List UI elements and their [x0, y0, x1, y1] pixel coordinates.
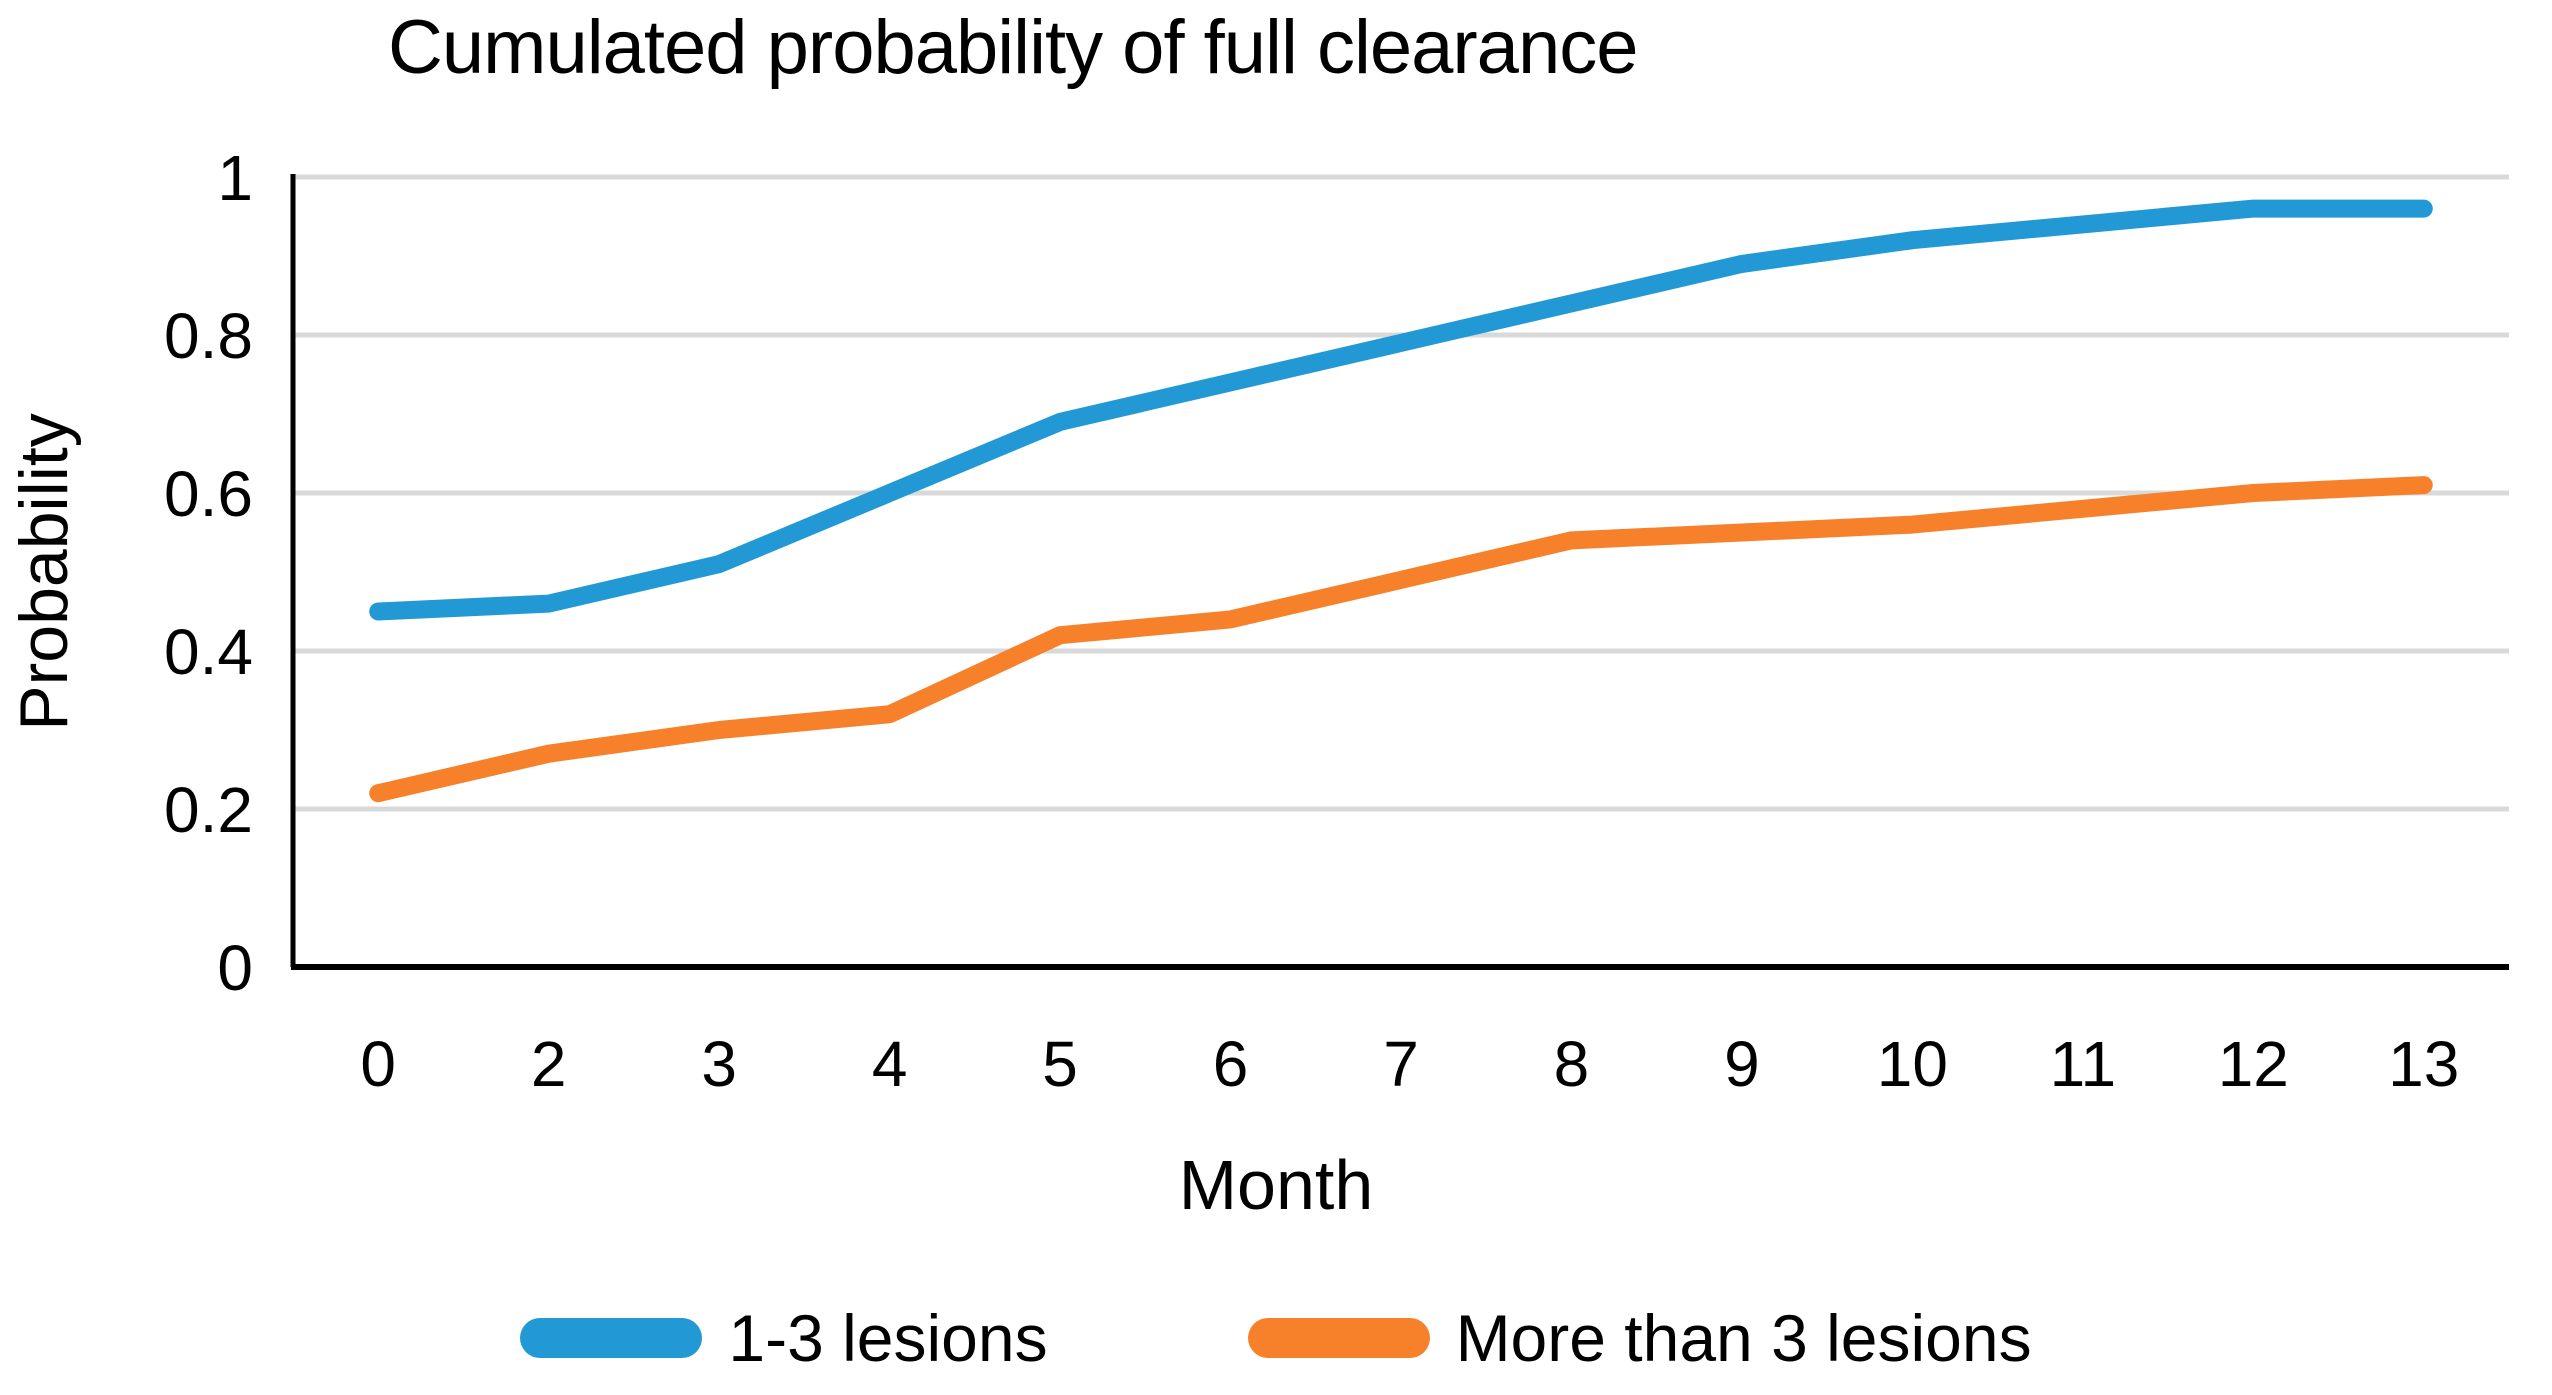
x-tick-label-11: 11	[2050, 1028, 2116, 1100]
x-tick-label-0: 0	[360, 1028, 396, 1100]
y-tick-label-0.6: 0.6	[164, 458, 253, 530]
x-tick-label-10: 10	[1877, 1028, 1948, 1100]
x-tick-label-7: 7	[1383, 1028, 1419, 1100]
y-tick-label-0.8: 0.8	[164, 300, 253, 372]
y-tick-label-0.2: 0.2	[164, 774, 253, 846]
chart-title: Cumulated probability of full clearance	[388, 5, 1638, 90]
x-tick-label-2: 2	[531, 1028, 567, 1100]
legend-item-series-2: More than 3 lesions	[1247, 1300, 2032, 1376]
x-tick-label-3: 3	[701, 1028, 737, 1100]
series-line-1-3-lesions	[369, 199, 2433, 621]
legend-swatch-1-3-lesions	[520, 1318, 703, 1358]
x-axis-title: Month	[1178, 1146, 1374, 1224]
legend: 1-3 lesions More than 3 lesions	[0, 1300, 2552, 1376]
x-tick-label-13: 13	[2388, 1028, 2459, 1100]
x-tick-label-5: 5	[1042, 1028, 1078, 1100]
y-tick-label-1: 1	[217, 142, 253, 214]
x-tick-label-4: 4	[872, 1028, 908, 1100]
x-tick-label-8: 8	[1554, 1028, 1590, 1100]
legend-label: 1-3 lesions	[728, 1301, 1048, 1375]
series-line-more-than-3-lesions	[369, 476, 2433, 803]
x-tick-label-9: 9	[1724, 1028, 1760, 1100]
y-tick-label-0.4: 0.4	[164, 616, 253, 688]
y-tick-label-0: 0	[217, 932, 253, 1004]
legend-label: More than 3 lesions	[1455, 1301, 2032, 1375]
legend-swatch-more-than-3-lesions	[1247, 1318, 1430, 1358]
x-tick-label-12: 12	[2218, 1028, 2289, 1100]
legend-item-series-1: 1-3 lesions	[520, 1300, 1048, 1376]
x-tick-label-6: 6	[1213, 1028, 1249, 1100]
